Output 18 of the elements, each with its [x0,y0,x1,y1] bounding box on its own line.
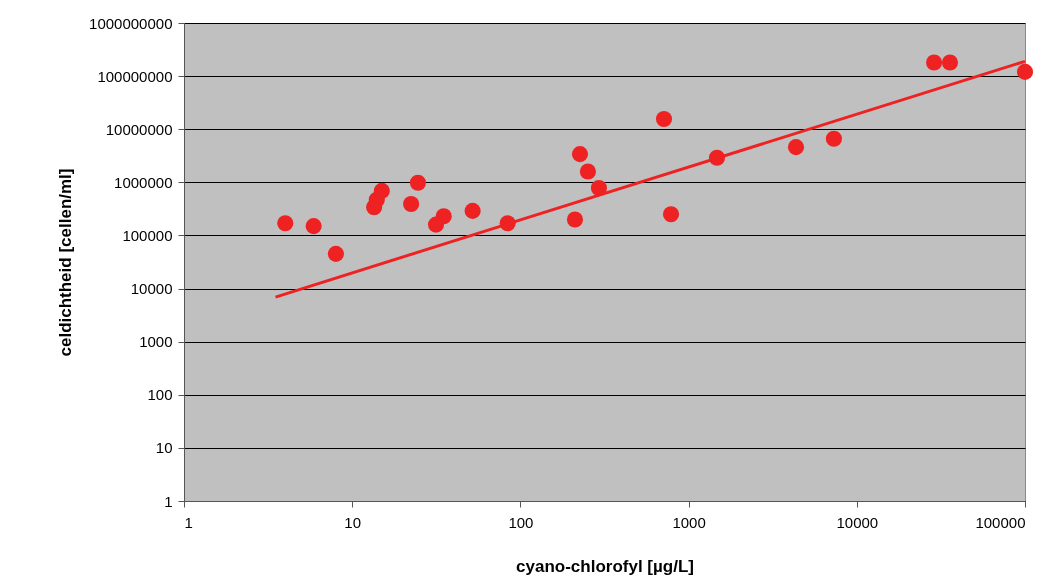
y-tick-label: 100 [147,386,173,404]
y-tick-label: 1 [164,492,173,510]
y-tick-label: 100000000 [97,67,173,85]
x-tick-label: 10 [344,513,362,531]
y-tick-label: 1000000 [114,173,173,191]
x-tick-label: 100000 [975,513,1026,531]
y-tick-label: 10 [155,439,173,457]
y-tick-label: 100000 [122,226,173,244]
y-tick-label: 1000 [139,333,173,351]
y-tick-label: 1000000000 [89,14,173,32]
x-tick-label: 1 [184,513,193,531]
x-tick-label: 10000 [836,513,879,531]
y-axis-title: celdichtheid [cellen/ml] [56,168,76,357]
x-tick-label: 100 [508,513,534,531]
y-tick-label: 10000 [130,280,173,298]
x-axis-title: cyano-chlorofyl [µg/L] [516,556,694,576]
y-tick-label: 10000000 [105,120,173,138]
x-tick-label: 1000 [672,513,706,531]
